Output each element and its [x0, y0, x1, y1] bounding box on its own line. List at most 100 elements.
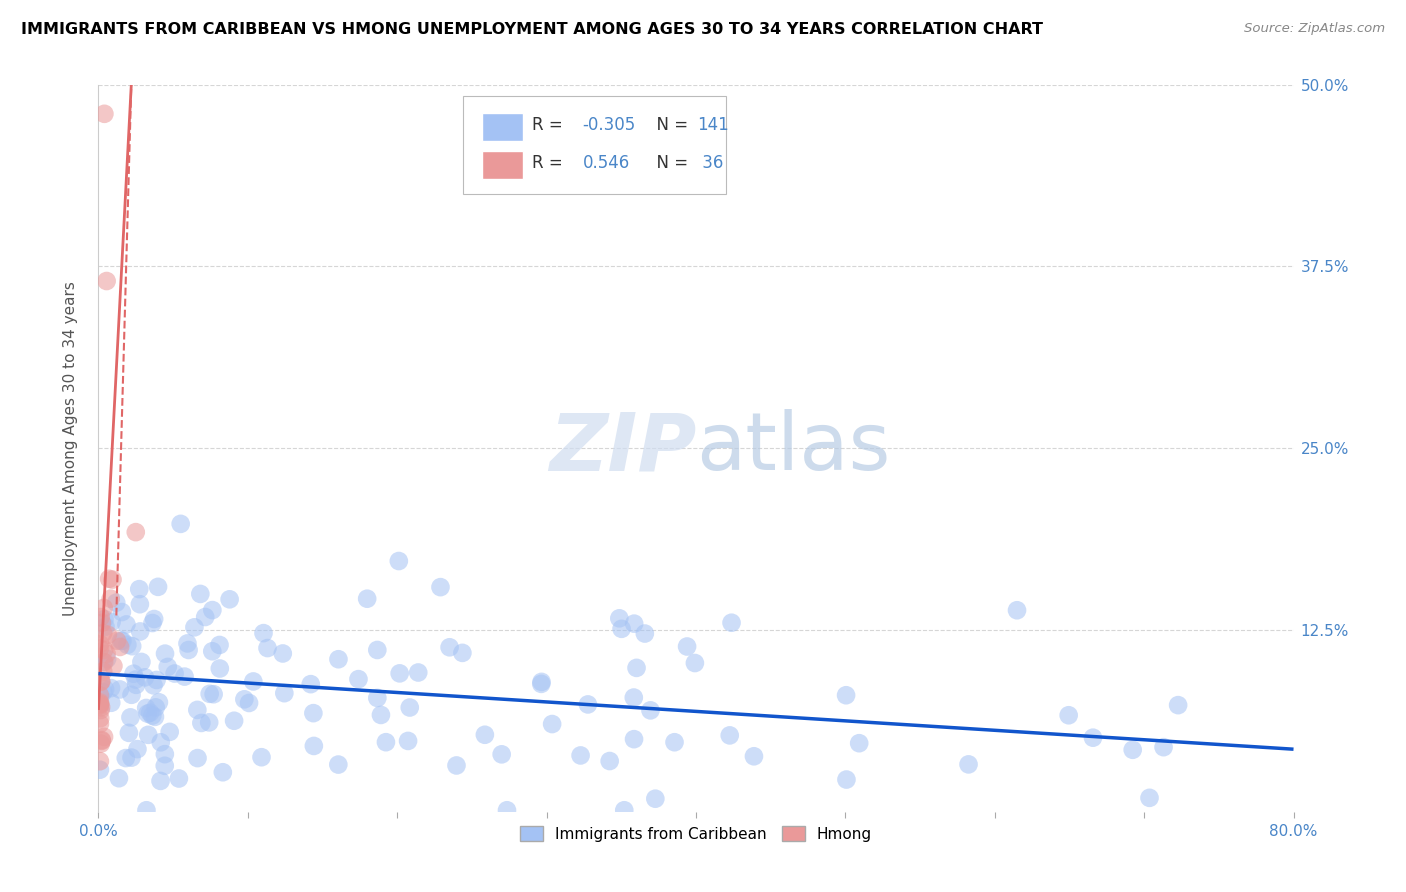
Immigrants from Caribbean — [835, 688, 858, 702]
Immigrants from Caribbean — [156, 660, 179, 674]
Hmong — [101, 573, 124, 587]
Hmong — [91, 665, 114, 679]
Immigrants from Caribbean — [148, 695, 170, 709]
Hmong — [93, 655, 115, 669]
Immigrants from Caribbean — [131, 655, 153, 669]
Immigrants from Caribbean — [388, 554, 411, 568]
Hmong — [90, 615, 112, 630]
Immigrants from Caribbean — [271, 647, 294, 661]
Immigrants from Caribbean — [121, 750, 143, 764]
Immigrants from Caribbean — [1139, 790, 1161, 805]
Immigrants from Caribbean — [718, 728, 741, 742]
Hmong — [97, 628, 120, 642]
Immigrants from Caribbean — [121, 688, 143, 702]
Hmong — [89, 637, 111, 651]
Text: R =: R = — [533, 153, 574, 171]
Immigrants from Caribbean — [218, 592, 240, 607]
Immigrants from Caribbean — [366, 643, 388, 657]
Immigrants from Caribbean — [146, 580, 169, 594]
Hmong — [108, 640, 131, 654]
Text: -0.305: -0.305 — [582, 116, 636, 134]
Immigrants from Caribbean — [224, 714, 246, 728]
Immigrants from Caribbean — [139, 706, 162, 720]
Immigrants from Caribbean — [129, 624, 152, 639]
Hmong — [89, 695, 111, 709]
Immigrants from Caribbean — [610, 622, 633, 636]
Immigrants from Caribbean — [122, 666, 145, 681]
Immigrants from Caribbean — [328, 757, 350, 772]
Immigrants from Caribbean — [91, 655, 114, 669]
Hmong — [90, 733, 112, 747]
Immigrants from Caribbean — [128, 582, 150, 596]
Immigrants from Caribbean — [676, 640, 699, 654]
Hmong — [90, 703, 112, 717]
Immigrants from Caribbean — [406, 665, 429, 680]
Immigrants from Caribbean — [108, 771, 131, 785]
Immigrants from Caribbean — [250, 750, 273, 764]
Immigrants from Caribbean — [1005, 603, 1028, 617]
Immigrants from Caribbean — [370, 707, 392, 722]
Immigrants from Caribbean — [396, 734, 419, 748]
Immigrants from Caribbean — [623, 690, 645, 705]
Immigrants from Caribbean — [683, 656, 706, 670]
Immigrants from Caribbean — [1153, 740, 1175, 755]
Hmong — [89, 711, 111, 725]
Hmong — [93, 107, 115, 121]
Immigrants from Caribbean — [198, 687, 221, 701]
Immigrants from Caribbean — [96, 652, 118, 666]
Hmong — [90, 734, 112, 748]
Immigrants from Caribbean — [91, 685, 114, 699]
Hmong — [90, 674, 112, 689]
Hmong — [93, 600, 115, 615]
Immigrants from Caribbean — [664, 735, 686, 749]
Immigrants from Caribbean — [1057, 708, 1080, 723]
Hmong — [125, 525, 148, 540]
Immigrants from Caribbean — [135, 803, 157, 817]
Hmong — [96, 274, 118, 288]
Immigrants from Caribbean — [194, 610, 217, 624]
Immigrants from Caribbean — [299, 677, 322, 691]
Immigrants from Caribbean — [835, 772, 858, 787]
Immigrants from Caribbean — [190, 715, 212, 730]
Hmong — [93, 643, 115, 657]
Immigrants from Caribbean — [530, 677, 553, 691]
Immigrants from Caribbean — [163, 666, 186, 681]
Immigrants from Caribbean — [120, 710, 142, 724]
Immigrants from Caribbean — [366, 690, 388, 705]
Immigrants from Caribbean — [398, 700, 420, 714]
Hmong — [98, 572, 121, 586]
Immigrants from Caribbean — [742, 749, 765, 764]
Immigrants from Caribbean — [111, 605, 134, 619]
Immigrants from Caribbean — [623, 732, 645, 747]
Immigrants from Caribbean — [644, 791, 666, 805]
Hmong — [96, 647, 118, 661]
Text: 36: 36 — [697, 153, 724, 171]
Immigrants from Caribbean — [957, 757, 980, 772]
Hmong — [90, 700, 112, 714]
Immigrants from Caribbean — [429, 580, 451, 594]
Immigrants from Caribbean — [356, 591, 378, 606]
Immigrants from Caribbean — [569, 748, 592, 763]
Immigrants from Caribbean — [201, 644, 224, 658]
Immigrants from Caribbean — [159, 725, 181, 739]
Immigrants from Caribbean — [273, 686, 295, 700]
Immigrants from Caribbean — [1081, 731, 1104, 745]
FancyBboxPatch shape — [482, 151, 523, 178]
Immigrants from Caribbean — [100, 696, 122, 710]
Immigrants from Caribbean — [100, 681, 122, 695]
Immigrants from Caribbean — [607, 611, 630, 625]
Hmong — [89, 689, 111, 703]
Immigrants from Caribbean — [100, 615, 122, 629]
Hmong — [103, 659, 125, 673]
Immigrants from Caribbean — [153, 647, 176, 661]
Immigrants from Caribbean — [136, 706, 159, 721]
Hmong — [100, 591, 122, 606]
Hmong — [90, 610, 112, 624]
Immigrants from Caribbean — [89, 763, 111, 777]
Immigrants from Caribbean — [141, 708, 163, 723]
Text: N =: N = — [645, 153, 693, 171]
Immigrants from Caribbean — [208, 661, 231, 675]
Hmong — [91, 626, 114, 640]
Immigrants from Caribbean — [170, 516, 193, 531]
Text: IMMIGRANTS FROM CARIBBEAN VS HMONG UNEMPLOYMENT AMONG AGES 30 TO 34 YEARS CORREL: IMMIGRANTS FROM CARIBBEAN VS HMONG UNEMP… — [21, 22, 1043, 37]
